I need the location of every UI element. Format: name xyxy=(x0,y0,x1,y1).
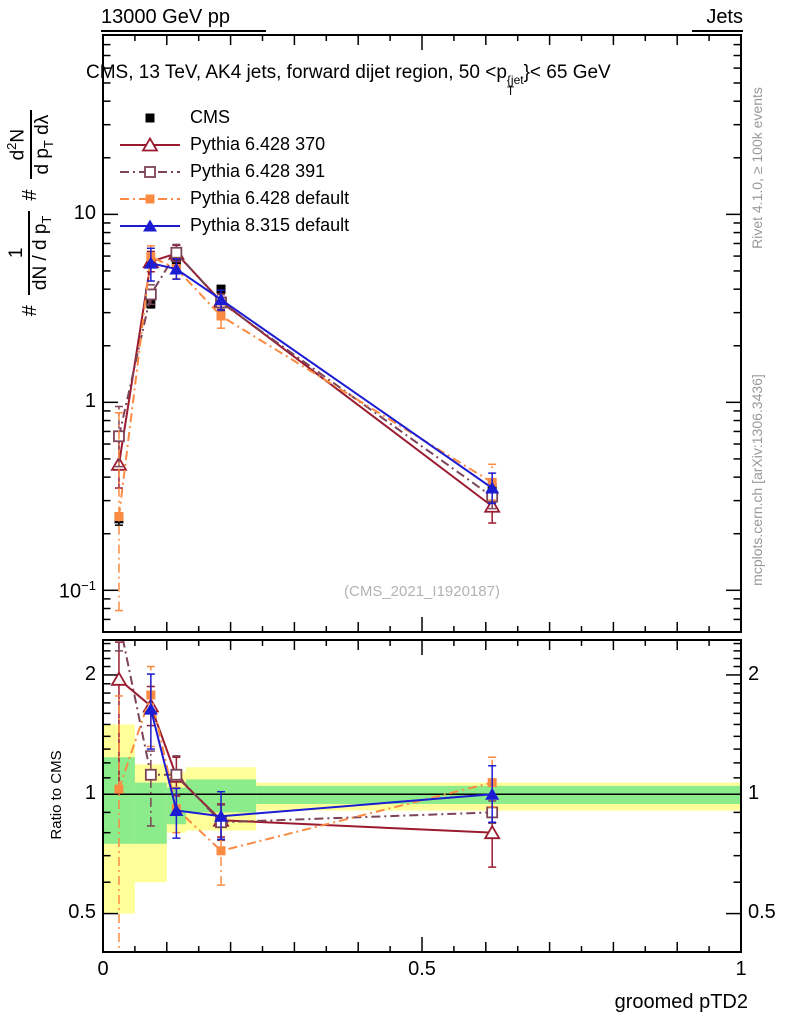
legend-label-1: Pythia 6.428 370 xyxy=(190,134,326,154)
frac2-den-lambda: λ xyxy=(31,114,53,125)
frac2-num-N: N xyxy=(7,128,29,143)
frac2-den-d: d xyxy=(31,124,53,141)
main-ytick-1: 1 xyxy=(84,390,96,412)
panel-title-suffix: }< 65 GeV xyxy=(523,62,611,83)
x-axis-label: groomed pTD2 xyxy=(614,991,748,1013)
series-line xyxy=(150,262,493,489)
series-pythia-6-428-default xyxy=(114,245,497,612)
legend-marker-4 xyxy=(120,219,180,231)
legend-item-3: Pythia 6.428 default xyxy=(118,185,349,212)
legend-label-0: CMS xyxy=(190,107,230,127)
ratio-uncertainty-bands xyxy=(103,724,741,914)
series-line xyxy=(117,255,493,517)
ratio-ytick-1-right: 1 xyxy=(748,782,760,804)
ratio-ytick-0p5-left: 0.5 xyxy=(68,901,96,923)
main-ytick-10: 10 xyxy=(73,202,96,224)
legend-label-4: Pythia 8.315 default xyxy=(190,215,350,235)
panel-title-sub: T xyxy=(506,84,515,98)
series-line xyxy=(117,252,493,508)
frac2-num-d: d xyxy=(7,149,29,161)
series-line xyxy=(149,708,493,818)
y-label-fraction-2: d2N d pT dλ xyxy=(4,109,56,180)
beam-energy-label: 13000 GeV pp xyxy=(101,6,266,32)
legend-marker-2 xyxy=(120,165,180,178)
series-pythia-6-428-391 xyxy=(113,243,499,510)
legend-label-3: Pythia 6.428 default xyxy=(190,188,350,208)
mcplots-reference-label: mcplots.cern.ch [arXiv:1306.3436] xyxy=(749,374,765,586)
xtick-1: 1 xyxy=(735,958,747,980)
frac2-num-exp: 2 xyxy=(4,142,20,150)
panel-title-sup: {jet xyxy=(506,73,524,87)
series-cms xyxy=(114,256,497,526)
main-ytick-0p1: 10−1 xyxy=(58,578,96,603)
xtick-0p5: 0.5 xyxy=(408,958,436,980)
series-line xyxy=(117,251,493,498)
series-pythia-8-315-default xyxy=(143,247,500,505)
legend-marker-3 xyxy=(120,194,180,203)
series-pythia-6-428-370 xyxy=(110,641,501,868)
ratio-ytick-1-left: 1 xyxy=(84,782,96,804)
green-band xyxy=(134,782,167,844)
panel-title-supsub: {jet T xyxy=(506,73,524,98)
xtick-0: 0 xyxy=(97,958,109,980)
legend-item-2: Pythia 6.428 391 xyxy=(118,158,349,185)
analysis-id-watermark: (CMS_2021_I1920187) xyxy=(344,583,500,600)
frac2-den-sub: T xyxy=(40,140,56,149)
analysis-group-label: Jets xyxy=(692,6,743,32)
panel-title-prefix: CMS, 13 TeV, AK4 jets, forward dijet reg… xyxy=(86,62,507,83)
legend-marker-0 xyxy=(145,113,155,122)
series-pythia-6-428-370 xyxy=(110,244,501,524)
main-panel-frame xyxy=(102,34,742,633)
ratio-ytick-0p5-right: 0.5 xyxy=(748,901,776,923)
legend-marker-1 xyxy=(120,136,180,151)
ratio-ytick-2-left: 2 xyxy=(84,663,96,685)
legend: CMS Pythia 6.428 370 Pythia 6.428 391 Pythi… xyxy=(118,104,349,239)
series-pythia-8-315-default xyxy=(143,673,500,841)
legend-item-0: CMS xyxy=(118,104,349,131)
frac1-den-text: dN / d p xyxy=(30,223,52,291)
hash-symbol: # xyxy=(18,305,41,317)
ratio-panel-frame xyxy=(102,639,742,953)
frac2-denominator: d pT dλ xyxy=(32,110,56,180)
panel-title: CMS, 13 TeV, AK4 jets, forward dijet reg… xyxy=(86,62,611,97)
legend-item-1: Pythia 6.428 370 xyxy=(118,131,349,158)
rivet-version-label: Rivet 4.1.0, ≥ 100k events xyxy=(749,87,765,249)
legend-item-4: Pythia 8.315 default xyxy=(118,212,349,239)
legend-label-2: Pythia 6.428 391 xyxy=(190,161,326,181)
ratio-ytick-2-right: 2 xyxy=(748,663,760,685)
hash-symbol: # xyxy=(18,189,41,201)
frac2-den-dp: d p xyxy=(31,148,53,175)
axis-ticks xyxy=(102,34,742,952)
frac2-numerator: d2N xyxy=(4,109,32,180)
